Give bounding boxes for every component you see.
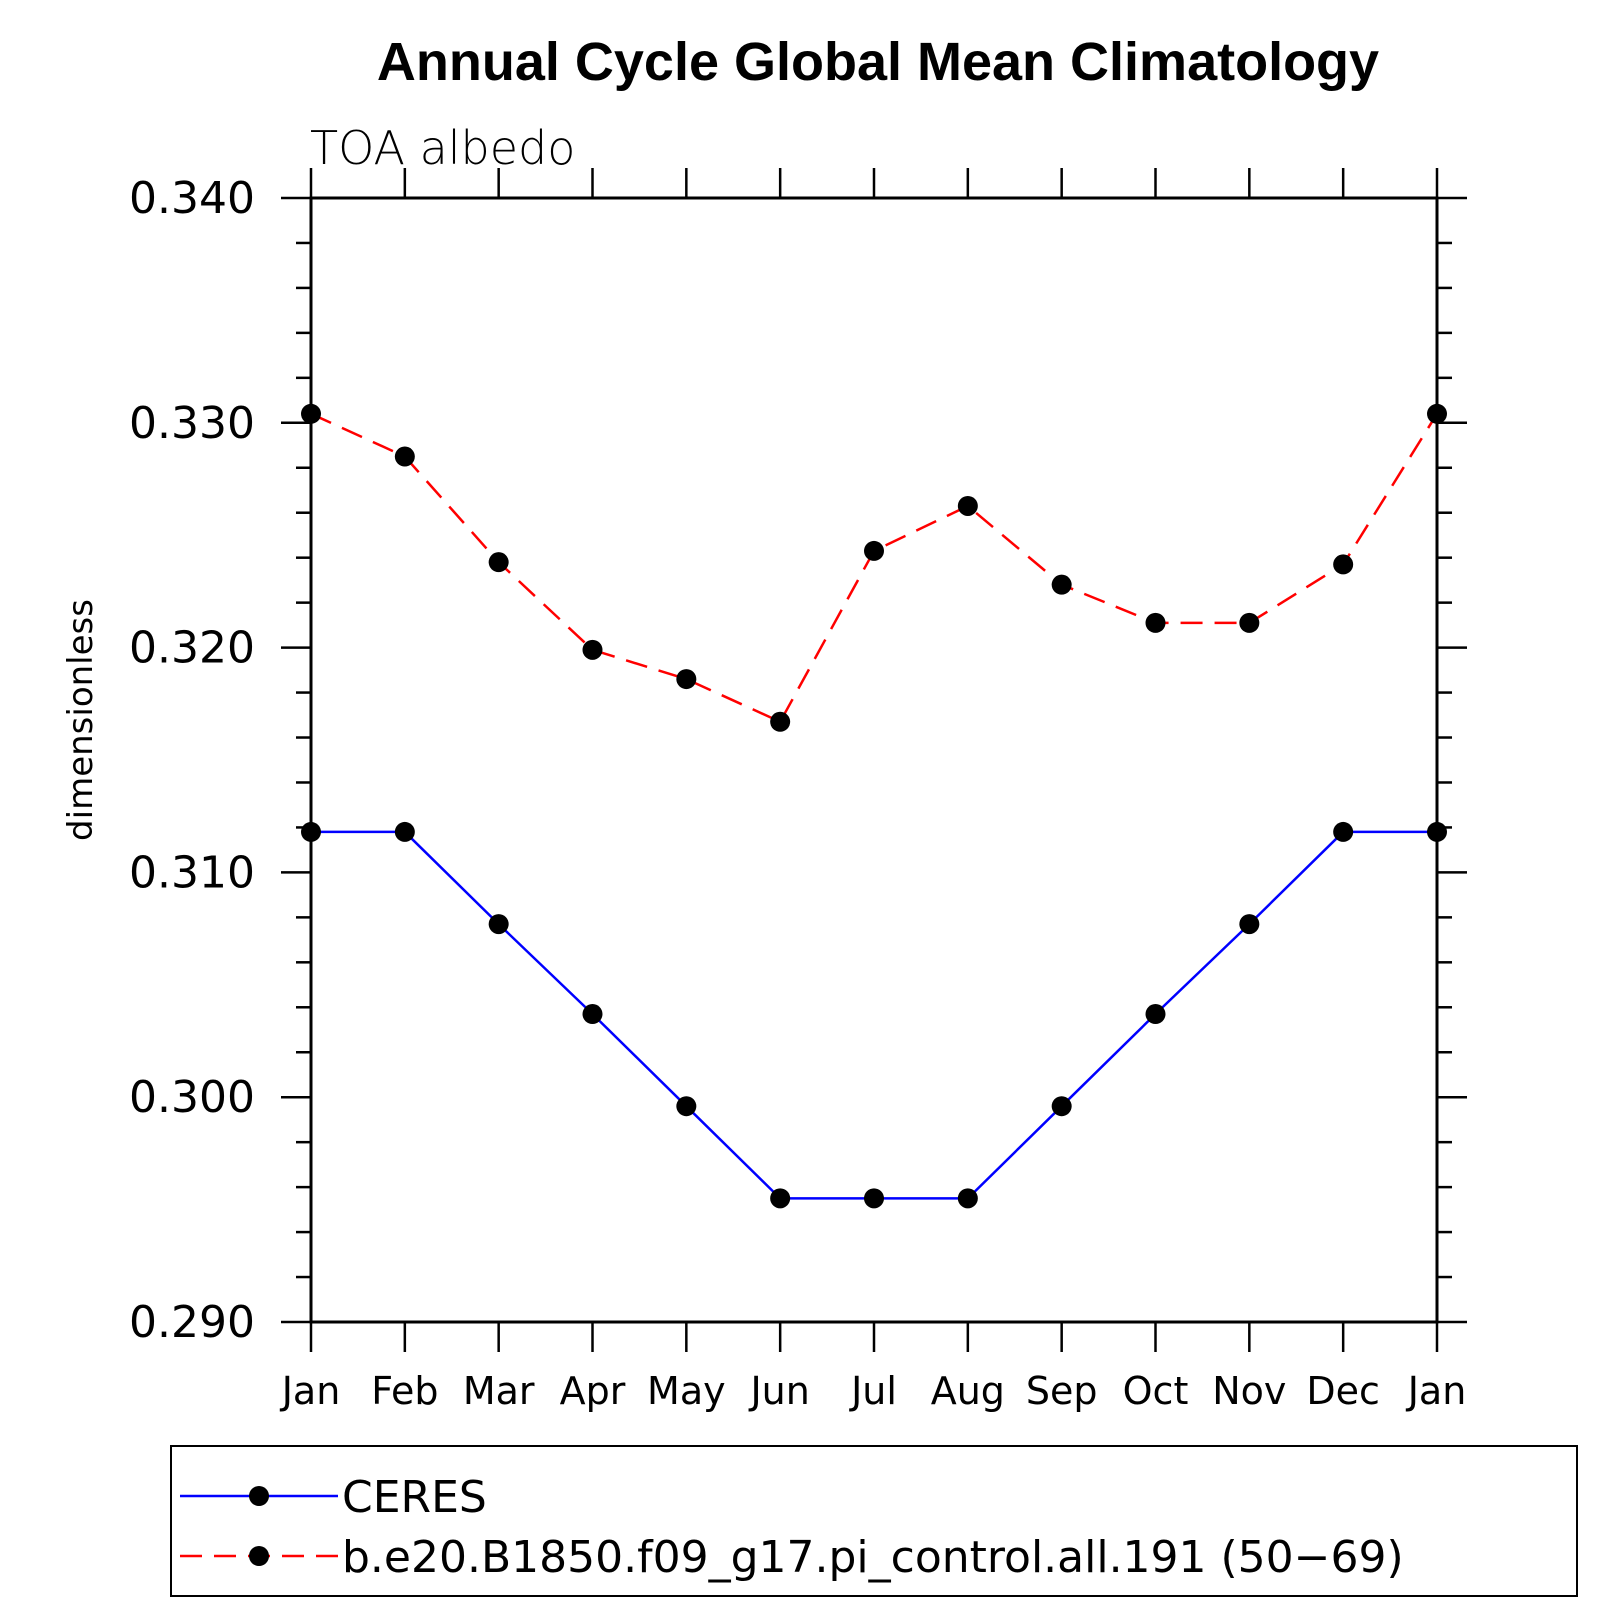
data-point	[1239, 914, 1260, 935]
x-tick-label: Jun	[748, 1369, 809, 1413]
chart-subtitle: TOA albedo	[310, 121, 575, 175]
data-point	[957, 1188, 978, 1209]
y-tick-label: 0.310	[129, 847, 255, 898]
y-tick-labels: 0.290 0.300 0.310 0.320 0.330 0.340	[129, 173, 255, 1348]
x-tick-label: Feb	[371, 1369, 438, 1413]
x-tick-label: Jul	[849, 1369, 897, 1413]
x-tick-label: Aug	[931, 1369, 1005, 1413]
series-line	[310, 412, 1439, 724]
series-1	[301, 821, 1447, 1209]
data-point	[1239, 612, 1260, 633]
x-tick-label: May	[647, 1369, 726, 1413]
data-point	[1145, 1004, 1166, 1025]
y-axis-label: dimensionless	[61, 599, 101, 841]
x-tick-label: Sep	[1026, 1369, 1098, 1413]
data-point	[394, 446, 415, 467]
data-point	[676, 669, 697, 690]
y-tick-label: 0.300	[129, 1072, 255, 1123]
data-point	[488, 914, 509, 935]
axes	[281, 168, 1467, 1352]
data-point	[1427, 403, 1447, 424]
y-tick-label: 0.290	[129, 1297, 255, 1348]
data-point	[582, 1004, 603, 1025]
data-point	[301, 403, 321, 424]
legend-marker	[249, 1486, 269, 1506]
data-point	[582, 639, 603, 660]
y-tick-label: 0.340	[129, 173, 255, 224]
legend-marker	[249, 1546, 269, 1566]
legend: CERES b.e20.B1850.f09_g17.pi_control.all.…	[170, 1445, 1578, 1597]
legend-box	[170, 1445, 1578, 1597]
series-2	[301, 403, 1447, 732]
data-point	[864, 1188, 884, 1209]
legend-label: b.e20.B1850.f09_g17.pi_control.all.191 (…	[342, 1532, 1404, 1583]
data-point	[1051, 1096, 1072, 1117]
chart-title: Annual Cycle Global Mean Climatology	[377, 32, 1379, 92]
data-point	[488, 552, 509, 573]
x-tick-label: Nov	[1212, 1369, 1286, 1413]
series-layer	[301, 403, 1447, 1209]
data-point	[1333, 554, 1354, 575]
data-point	[1145, 612, 1166, 633]
data-point	[770, 1188, 791, 1209]
data-point	[1427, 821, 1447, 842]
data-point	[864, 540, 884, 561]
x-tick-labels: Jan Feb Mar Apr May Jun Jul Aug Sep Oct Nov Dec Jan	[280, 1369, 1467, 1413]
series-line	[311, 830, 1437, 1200]
x-tick-label: Oct	[1123, 1369, 1189, 1413]
data-point	[1051, 574, 1072, 595]
data-point	[1333, 821, 1354, 842]
x-tick-label: Apr	[560, 1369, 626, 1413]
plot-frame	[309, 196, 1439, 1324]
data-point	[770, 711, 791, 732]
x-tick-label: Mar	[463, 1369, 535, 1413]
y-tick-label: 0.330	[129, 398, 255, 449]
x-tick-label: Jan	[280, 1369, 341, 1413]
data-point	[394, 821, 415, 842]
data-point	[301, 821, 321, 842]
legend-label: CERES	[342, 1472, 487, 1523]
y-tick-label: 0.320	[129, 623, 255, 674]
x-tick-label: Jan	[1406, 1369, 1467, 1413]
data-point	[957, 495, 978, 516]
x-tick-label: Dec	[1306, 1369, 1380, 1413]
data-point	[676, 1096, 697, 1117]
